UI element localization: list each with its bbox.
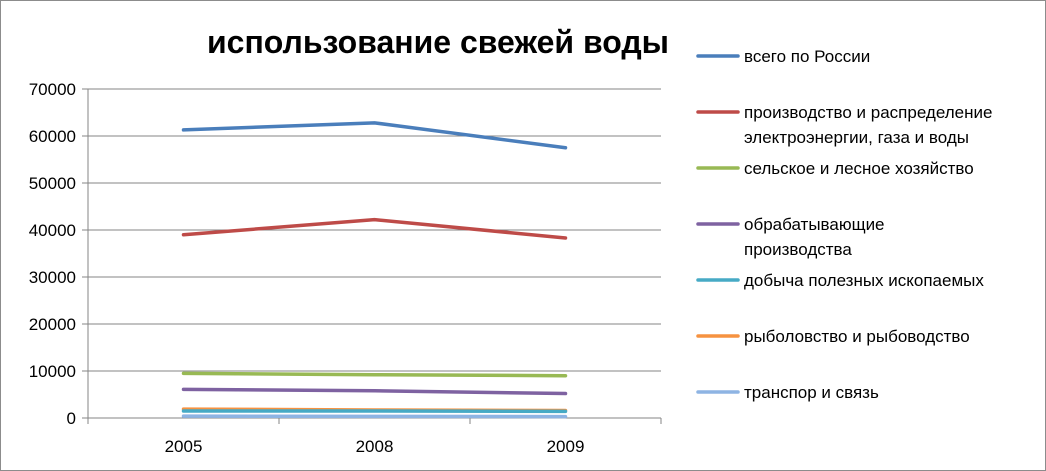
legend-label: сельское и лесное хозяйство (744, 159, 974, 178)
series-line (181, 121, 568, 150)
gridlines (88, 88, 661, 372)
series-line (181, 217, 568, 240)
y-axis-ticks: 0 10000 20000 30000 40000 50000 60000 70000 (29, 80, 88, 428)
legend-label: электроэнергии, газа и воды (744, 128, 969, 147)
legend-label: производства (744, 240, 852, 259)
y-tick-label: 70000 (29, 80, 76, 99)
y-tick-label: 10000 (29, 362, 76, 381)
y-tick-label: 60000 (29, 127, 76, 146)
axes (87, 89, 661, 419)
series-line (181, 371, 568, 378)
series-lines (181, 121, 568, 419)
x-axis-ticks: 2005 2008 2009 (87, 418, 662, 456)
legend-label: обрабатывающие (744, 215, 885, 234)
y-tick-label: 0 (67, 409, 76, 428)
chart-title: использование свежей воды (207, 24, 669, 60)
legend-label: рыболовство и рыбоводство (744, 327, 970, 346)
y-tick-label: 30000 (29, 268, 76, 287)
y-tick-label: 20000 (29, 315, 76, 334)
y-tick-label: 40000 (29, 221, 76, 240)
x-tick-label: 2009 (547, 437, 585, 456)
y-tick-label: 50000 (29, 174, 76, 193)
legend-label: транспор и связь (744, 383, 879, 402)
legend-label: добыча полезных ископаемых (744, 271, 984, 290)
x-tick-label: 2008 (356, 437, 394, 456)
legend: всего по России производство и распределе… (696, 47, 992, 402)
x-tick-label: 2005 (165, 437, 203, 456)
series-line (181, 387, 568, 396)
legend-label: всего по России (744, 47, 870, 66)
legend-label: производство и распределение (744, 103, 992, 122)
